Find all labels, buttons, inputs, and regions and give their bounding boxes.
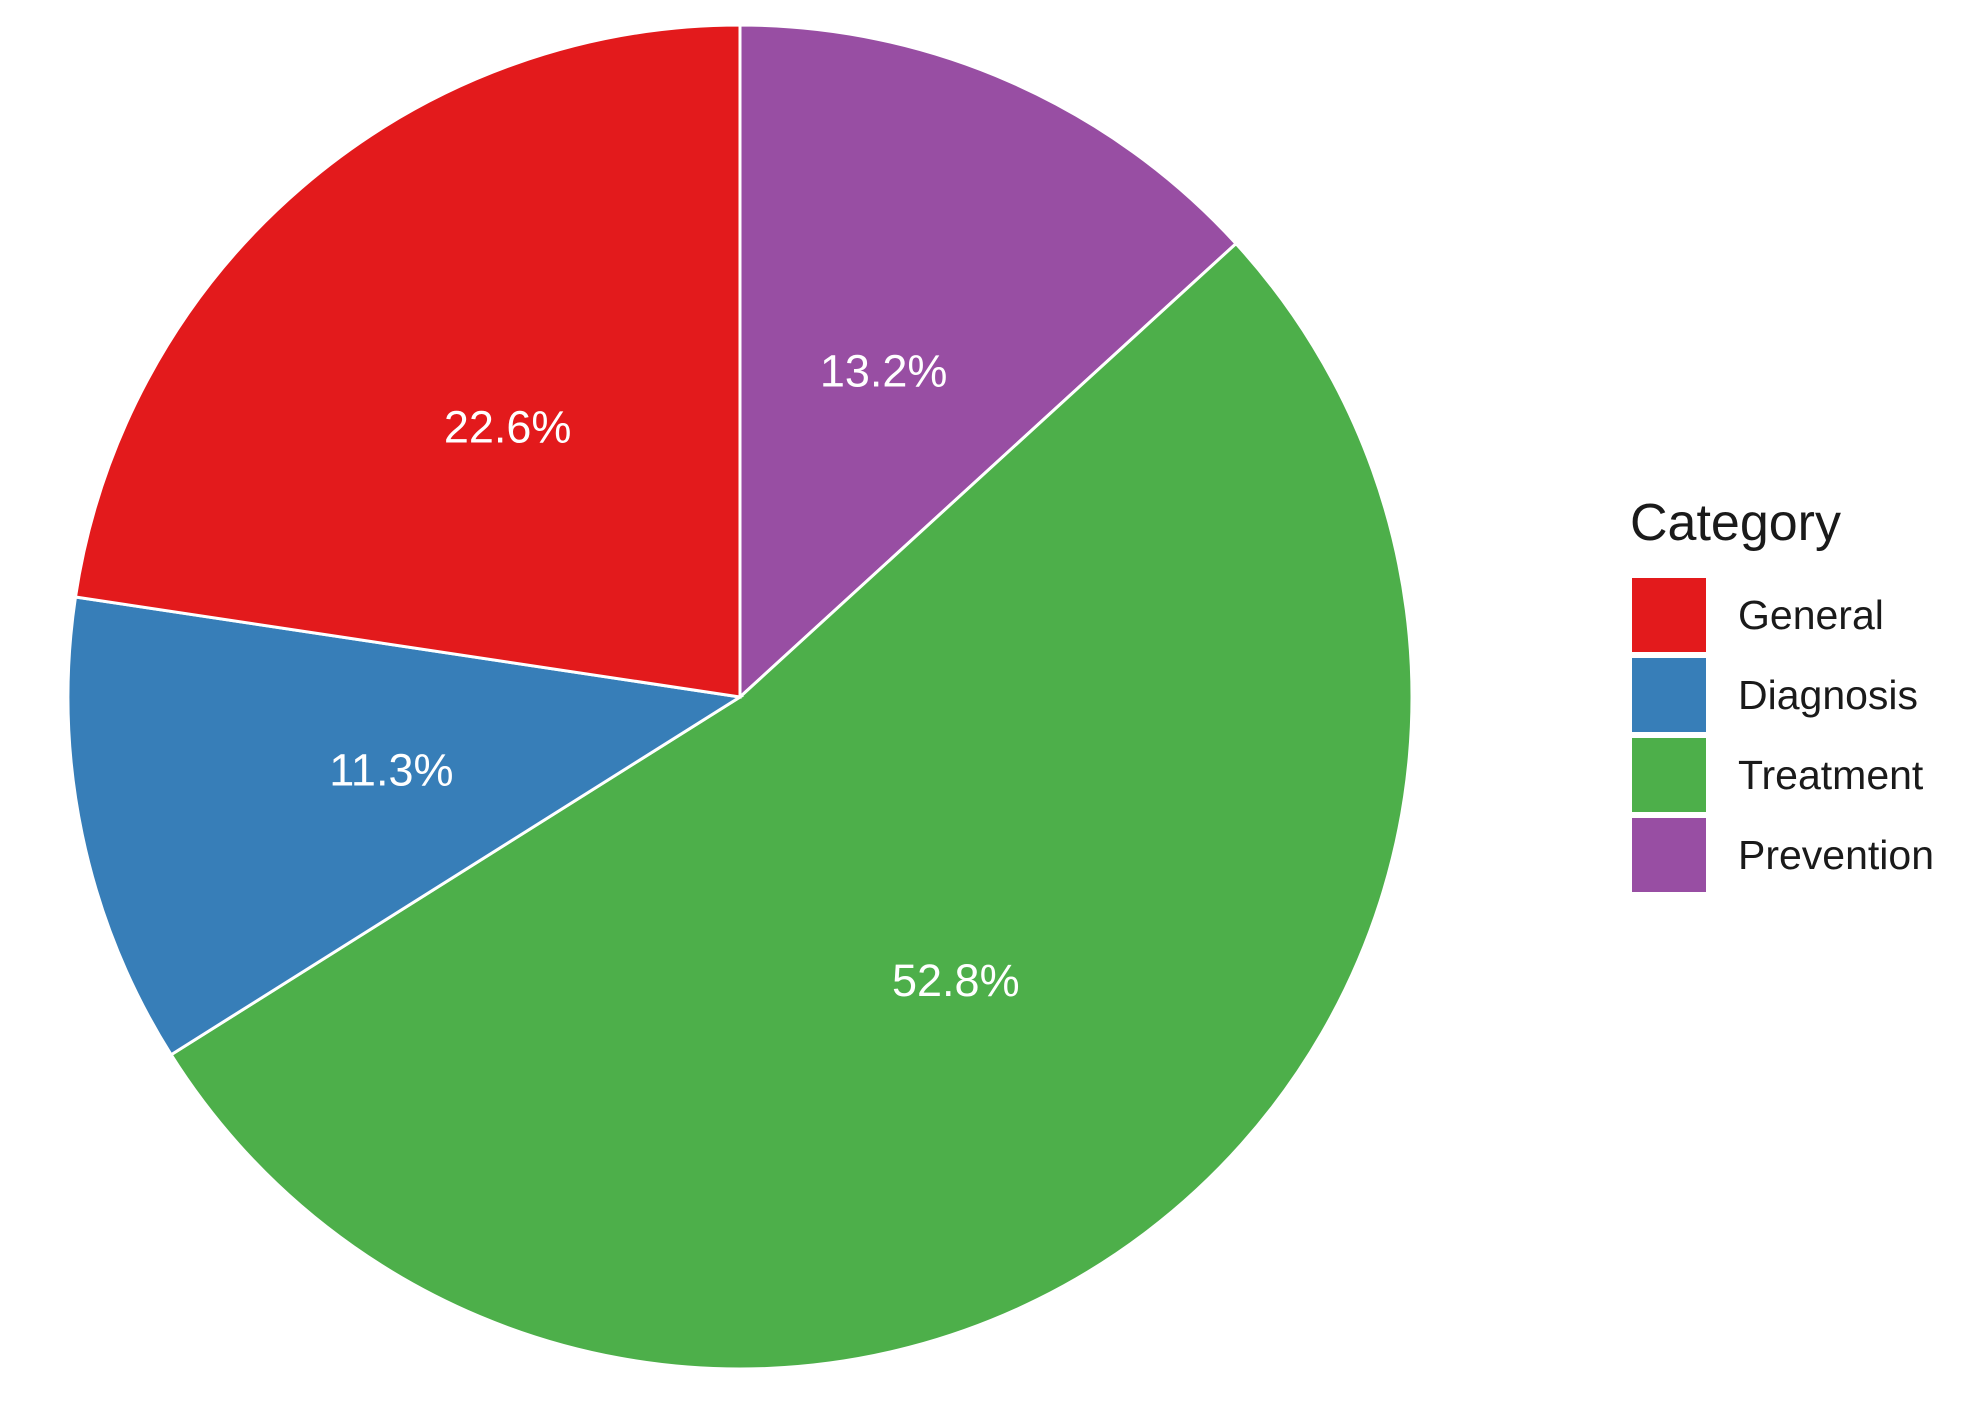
legend-label-prevention: Prevention bbox=[1738, 832, 1934, 878]
slice-label-general: 22.6% bbox=[444, 402, 572, 453]
legend-label-treatment: Treatment bbox=[1738, 752, 1924, 798]
legend-title: Category bbox=[1630, 494, 1841, 552]
legend-label-diagnosis: Diagnosis bbox=[1738, 672, 1918, 718]
pie-slice-diagnosis bbox=[66, 595, 745, 1057]
legend-items: General Diagnosis Treatment Prevention bbox=[1632, 578, 1934, 892]
legend-swatch-diagnosis bbox=[1632, 658, 1706, 732]
slice-label-diagnosis: 11.3% bbox=[329, 744, 453, 795]
pie-slice-labels: 13.2% 52.8% 11.3% 22.6% bbox=[329, 346, 1019, 1006]
pie-slice-prevention bbox=[738, 23, 1239, 701]
slice-label-treatment: 52.8% bbox=[892, 955, 1020, 1006]
legend-label-general: General bbox=[1738, 592, 1884, 638]
pie-slice-general bbox=[73, 23, 742, 699]
pie-slices bbox=[66, 23, 1414, 1371]
legend: Category General Diagnosis Treatment Preven… bbox=[1630, 494, 1934, 892]
slice-label-prevention: 13.2% bbox=[820, 346, 948, 397]
legend-swatch-treatment bbox=[1632, 738, 1706, 812]
pie-slice-treatment bbox=[169, 241, 1414, 1371]
legend-swatch-general bbox=[1632, 578, 1706, 652]
legend-swatch-prevention bbox=[1632, 818, 1706, 892]
